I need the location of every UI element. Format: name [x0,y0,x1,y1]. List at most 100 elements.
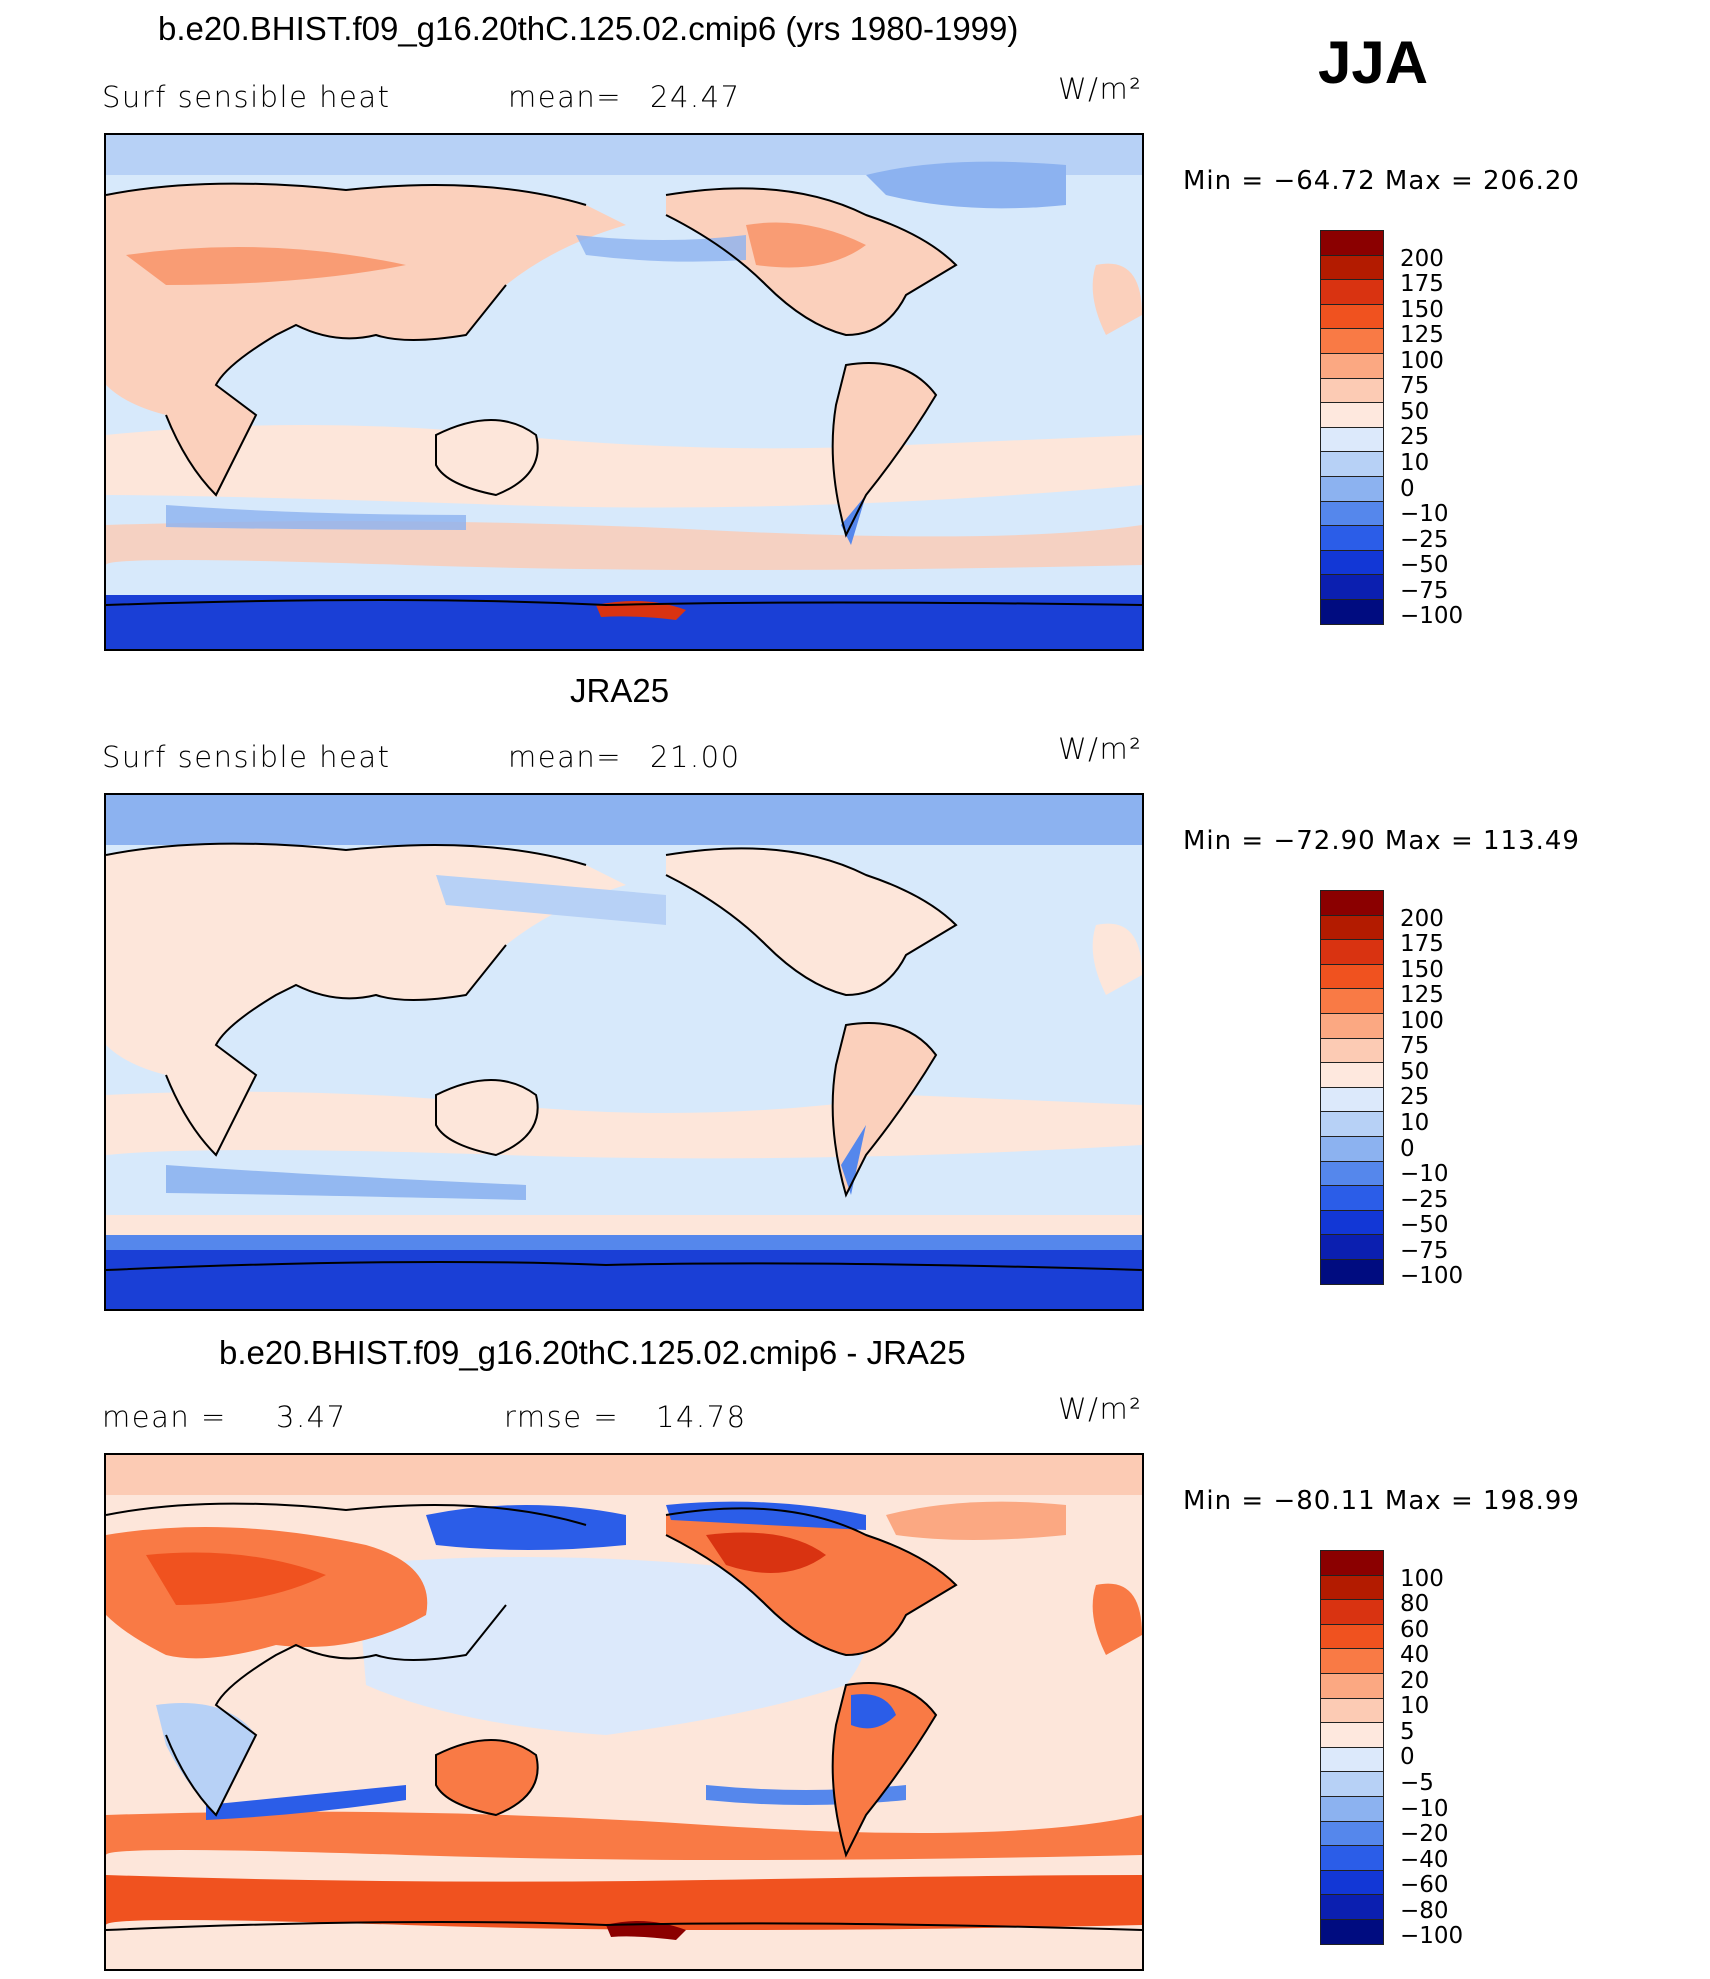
colorbar-tick-label: 0 [1400,1136,1415,1162]
colorbar-tick-label: −50 [1400,552,1449,578]
colorbar-swatch [1320,1869,1384,1896]
colorbar-swatch [1320,890,1384,916]
colorbar-tick-label: 0 [1400,476,1415,502]
panel2-variable: Surf sensible heat [102,740,391,774]
colorbar-swatch [1320,279,1384,305]
colorbar-tick-label: 25 [1400,1084,1430,1110]
colorbar-tick-label: 100 [1400,1566,1444,1592]
colorbar-swatch [1320,402,1384,428]
panel1-variable: Surf sensible heat [102,80,391,114]
colorbar-swatch [1320,500,1384,527]
colorbar-swatch [1320,1648,1384,1674]
colorbar-tick-label: −25 [1400,527,1449,553]
colorbar-swatch [1320,352,1384,379]
colorbar-tick-label: 50 [1400,1059,1430,1085]
panel3-mean-value: 3.47 [276,1400,347,1434]
panel2-title: JRA25 [570,672,670,709]
colorbar-tick-label: −25 [1400,1187,1449,1213]
colorbar-tick-label: 0 [1400,1744,1415,1770]
colorbar-swatch [1320,1697,1384,1724]
colorbar-tick-label: −100 [1400,1263,1464,1289]
colorbar-swatch [1320,525,1384,551]
colorbar-swatch [1320,377,1384,404]
panel2-mean-label: mean= [508,740,623,774]
colorbar-swatch [1320,1234,1384,1260]
panel1-units: W/m² [1058,72,1143,106]
colorbar-tick-label: −75 [1400,578,1449,604]
colorbar-tick-label: −100 [1400,1923,1464,1949]
panel3-title: b.e20.BHIST.f09_g16.20thC.125.02.cmip6 -… [219,1334,966,1371]
colorbar-swatch [1320,1918,1384,1945]
panel1-minmax: Min = −64.72 Max = 206.20 [1183,166,1580,196]
colorbar-swatch [1320,1550,1384,1576]
colorbar-swatch [1320,426,1384,453]
panel1-mean-label: mean= [508,80,623,114]
colorbar-tick-label: 50 [1400,399,1430,425]
panel2-units: W/m² [1058,732,1143,766]
colorbar-swatch [1320,939,1384,965]
colorbar-tick-label: −10 [1400,1796,1449,1822]
colorbar-tick-label: 10 [1400,1110,1430,1136]
colorbar-tick-label: −5 [1400,1770,1434,1796]
colorbar-swatch [1320,1599,1384,1625]
colorbar-tick-label: 150 [1400,297,1444,323]
season-label: JJA [1318,29,1429,96]
panel1-map [104,133,1144,651]
colorbar-tick-label: 10 [1400,450,1430,476]
colorbar-tick-label: −40 [1400,1847,1449,1873]
panel3-map [104,1453,1144,1971]
colorbar-swatch [1320,1086,1384,1113]
colorbar-swatch [1320,1062,1384,1088]
colorbar-tick-label: 100 [1400,348,1444,374]
colorbar-tick-label: 125 [1400,322,1444,348]
colorbar-tick-label: −75 [1400,1238,1449,1264]
colorbar-swatch [1320,1160,1384,1187]
colorbar-swatch [1320,1258,1384,1285]
colorbar-tick-label: −10 [1400,1161,1449,1187]
colorbar-swatch [1320,1795,1384,1822]
colorbar-swatch [1320,549,1384,576]
colorbar-tick-label: 200 [1400,906,1444,932]
colorbar-tick-label: 20 [1400,1668,1430,1694]
colorbar-tick-label: 5 [1400,1719,1415,1745]
panel3-colorbar [1320,1550,1384,1945]
colorbar-tick-label: 60 [1400,1617,1430,1643]
panel1-title: b.e20.BHIST.f09_g16.20thC.125.02.cmip6 (… [158,10,1019,47]
panel1-colorbar [1320,230,1384,625]
colorbar-tick-label: 200 [1400,246,1444,272]
colorbar-swatch [1320,303,1384,330]
colorbar-swatch [1320,1894,1384,1920]
panel3-rmse-label: rmse = [504,1400,620,1434]
colorbar-swatch [1320,451,1384,477]
colorbar-tick-label: 40 [1400,1642,1430,1668]
colorbar-tick-label: 25 [1400,424,1430,450]
colorbar-swatch [1320,1135,1384,1162]
colorbar-swatch [1320,914,1384,941]
colorbar-swatch [1320,254,1384,281]
colorbar-swatch [1320,230,1384,256]
colorbar-swatch [1320,1771,1384,1797]
panel3-minmax: Min = −80.11 Max = 198.99 [1183,1486,1580,1516]
panel3-units: W/m² [1058,1392,1143,1426]
colorbar-tick-label: 10 [1400,1693,1430,1719]
colorbar-tick-label: −50 [1400,1212,1449,1238]
colorbar-swatch [1320,963,1384,990]
colorbar-tick-label: 75 [1400,373,1430,399]
colorbar-swatch [1320,1574,1384,1601]
colorbar-tick-label: 100 [1400,1008,1444,1034]
panel3-mean-label: mean = [102,1400,227,1434]
colorbar-tick-label: 125 [1400,982,1444,1008]
colorbar-swatch [1320,1111,1384,1137]
colorbar-tick-label: −100 [1400,603,1464,629]
colorbar-swatch [1320,1185,1384,1211]
colorbar-tick-label: −80 [1400,1898,1449,1924]
colorbar-swatch [1320,1820,1384,1847]
panel2-mean-value: 21.00 [650,740,741,774]
colorbar-swatch [1320,598,1384,625]
colorbar-tick-label: 175 [1400,931,1444,957]
colorbar-tick-label: −20 [1400,1821,1449,1847]
panel2-colorbar [1320,890,1384,1285]
colorbar-swatch [1320,574,1384,600]
colorbar-tick-label: 150 [1400,957,1444,983]
colorbar-swatch [1320,1012,1384,1039]
